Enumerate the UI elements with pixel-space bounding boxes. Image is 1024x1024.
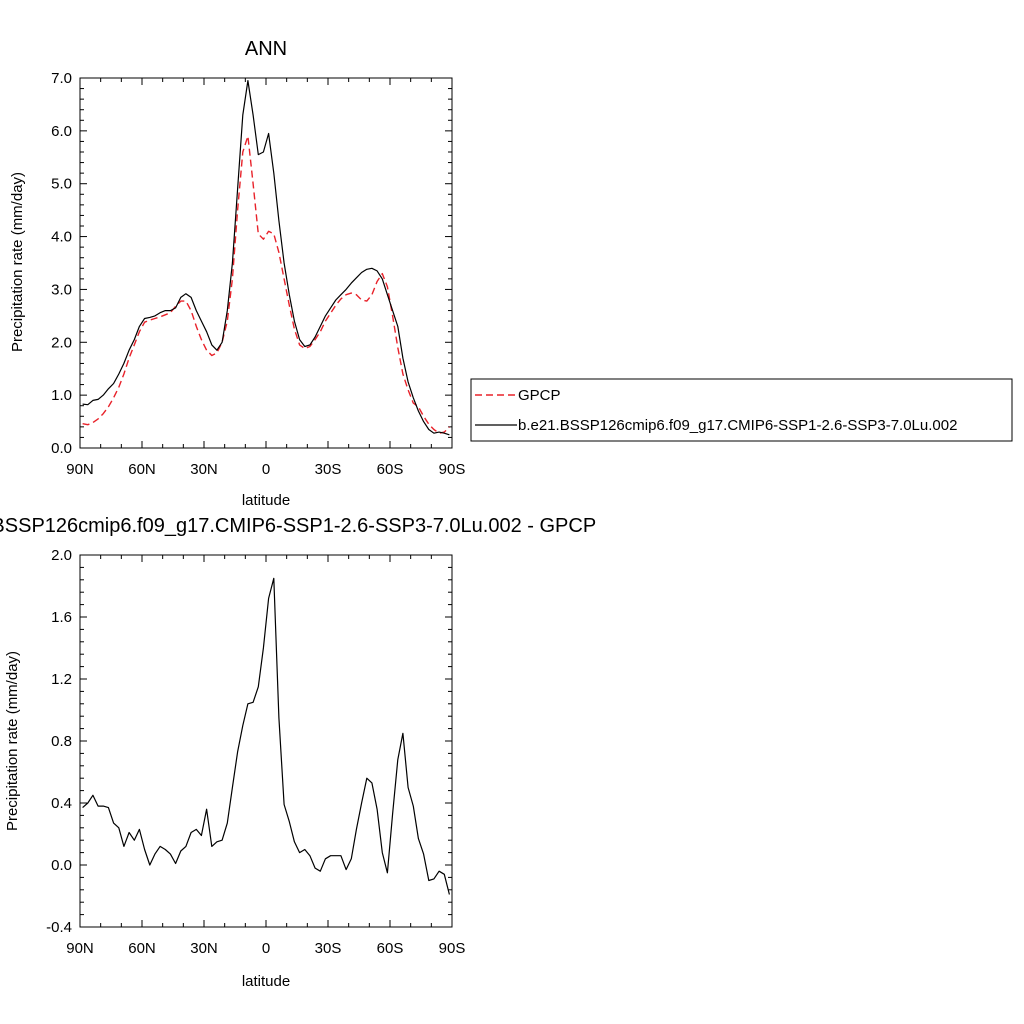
x-axis-label: latitude bbox=[242, 492, 290, 509]
y-tick-label: 0.0 bbox=[51, 857, 72, 874]
y-tick-label: 0.0 bbox=[51, 440, 72, 457]
x-tick-label: 60N bbox=[128, 461, 156, 478]
x-axis-label: latitude bbox=[242, 973, 290, 990]
legend: GPCP b.e21.BSSP126cmip6.f09_g17.CMIP6-SS… bbox=[470, 378, 1013, 442]
y-tick-label: 7.0 bbox=[51, 70, 72, 87]
y-axis-label: Precipitation rate (mm/day) bbox=[9, 172, 26, 352]
x-tick-label: 60N bbox=[128, 940, 156, 957]
axis-ticks: 90N 60N 30N 0 30S 60S 90S -0.4 0.0 0.4 0.8 1.2 1.6 2.… bbox=[46, 547, 465, 957]
x-tick-label: 90N bbox=[66, 461, 94, 478]
chart-title: b.e21.BSSP126cmip6.f09_g17.CMIP6-SSP1-2.… bbox=[0, 515, 596, 537]
chart-title: ANN bbox=[245, 38, 287, 60]
x-tick-label: 30N bbox=[190, 461, 218, 478]
x-tick-label: 60S bbox=[377, 461, 404, 478]
gpcp-series-line bbox=[82, 135, 450, 434]
x-tick-label: 60S bbox=[377, 940, 404, 957]
x-tick-label: 30N bbox=[190, 940, 218, 957]
x-tick-label: 90S bbox=[439, 461, 466, 478]
y-tick-label: -0.4 bbox=[46, 919, 72, 936]
legend-label-gpcp: GPCP bbox=[518, 387, 561, 404]
model-series-line bbox=[82, 79, 450, 436]
y-axis-label: Precipitation rate (mm/day) bbox=[4, 651, 21, 831]
y-tick-label: 1.2 bbox=[51, 671, 72, 688]
x-tick-label: 0 bbox=[262, 461, 270, 478]
y-tick-label: 1.6 bbox=[51, 609, 72, 626]
plot-frame bbox=[79, 554, 453, 928]
y-tick-label: 6.0 bbox=[51, 123, 72, 140]
plot-frame bbox=[79, 77, 453, 449]
y-tick-label: 0.4 bbox=[51, 795, 72, 812]
y-tick-label: 2.0 bbox=[51, 547, 72, 564]
legend-box bbox=[470, 378, 1013, 442]
y-tick-label: 2.0 bbox=[51, 334, 72, 351]
x-tick-label: 30S bbox=[315, 940, 342, 957]
axis-ticks: 90N 60N 30N 0 30S 60S 90S 0.0 1.0 2.0 3.0 4.0 5.0 6.0… bbox=[51, 70, 465, 478]
x-tick-label: 90N bbox=[66, 940, 94, 957]
x-tick-label: 30S bbox=[315, 461, 342, 478]
y-tick-label: 4.0 bbox=[51, 229, 72, 246]
legend-label-model: b.e21.BSSP126cmip6.f09_g17.CMIP6-SSP1-2.… bbox=[518, 417, 957, 434]
model-series-line bbox=[82, 577, 450, 895]
y-tick-label: 5.0 bbox=[51, 176, 72, 193]
y-tick-label: 3.0 bbox=[51, 281, 72, 298]
difference-panel: b.e21.BSSP126cmip6.f09_g17.CMIP6-SSP1-2.… bbox=[0, 515, 596, 990]
y-tick-label: 1.0 bbox=[51, 387, 72, 404]
series-lines bbox=[82, 577, 450, 895]
x-tick-label: 90S bbox=[439, 940, 466, 957]
annual-mean-panel: ANN Precipitation rate (mm/day) latitude… bbox=[9, 38, 465, 509]
y-tick-label: 0.8 bbox=[51, 733, 72, 750]
x-tick-label: 0 bbox=[262, 940, 270, 957]
series-lines bbox=[82, 79, 450, 436]
